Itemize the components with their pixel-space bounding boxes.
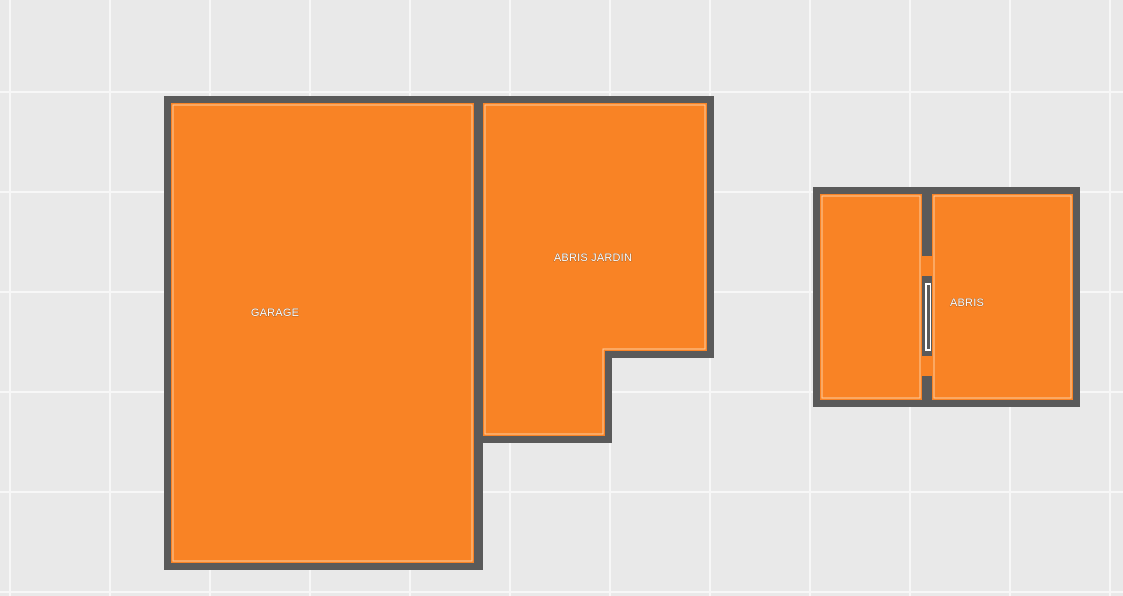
room-abris-jardin[interactable] [483,103,707,436]
room-garage-edge [172,104,473,562]
room-label-garage: GARAGE [251,307,299,319]
room-abris-jardin-edge [484,104,706,435]
room-label-abris: ABRIS [950,297,984,309]
room-abris-edge [933,195,1072,399]
room-garage[interactable] [171,103,474,563]
room-abris[interactable] [932,194,1073,400]
partition-opening-lower [922,356,932,376]
building-main: GARAGE ABRIS JARDIN [164,96,714,570]
partition-opening-upper [922,256,932,276]
partition-door-marker-core [927,285,930,349]
room-abris-left-edge [821,195,921,399]
building-abris: ABRIS [813,187,1080,407]
room-abris-left[interactable] [820,194,922,400]
room-label-abris-jardin: ABRIS JARDIN [554,252,632,264]
